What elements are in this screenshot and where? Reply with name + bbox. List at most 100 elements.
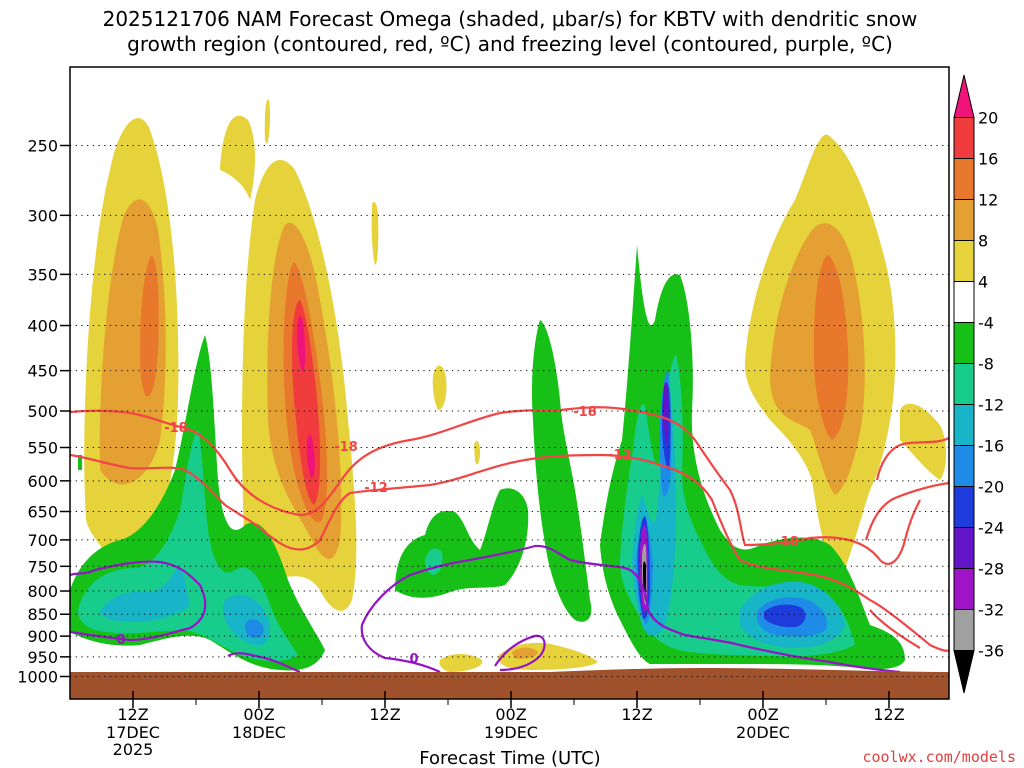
colorbar-swatch [953,527,975,569]
colorbar-label: -28 [978,560,1004,579]
y-tick-label: 1000 [17,668,58,687]
omega-band-neg12 [100,566,190,622]
colorbar-label: -24 [978,519,1004,538]
omega-band-4 [432,365,447,410]
colorbar-swatch [953,609,975,651]
y-tick-label: 500 [27,402,58,421]
red-contour-minus12 [864,481,949,541]
contour-label: -12 [608,448,632,463]
contour-label: -18 [164,421,188,436]
omega-negative-shading [70,245,905,671]
colorbar-top-arrow [953,74,975,118]
omega-band-4 [220,115,255,200]
colorbar-swatch [953,445,975,487]
red-contour-minus12 [70,453,949,652]
colorbar-label: -16 [978,437,1004,456]
x-tick-label: 00Z [747,705,778,724]
y-tick-label: 300 [27,206,58,225]
omega-band-8 [512,647,538,659]
chart-title-line-1: 2025121706 NAM Forecast Omega (shaded, μ… [103,7,918,31]
freezing-level-contours [70,544,901,674]
omega-band-neg4 [78,455,82,470]
omega-band-neg4 [531,320,592,622]
y-axis: 250 300 350 400 450 500 550 600 650 700 750 800 850 9… [17,137,70,687]
chart-title-line-2: growth region (contoured, red, ºC) and f… [127,32,893,56]
contour-label: -18 [573,405,597,420]
omega-band-12 [140,255,159,397]
contour-labels: -18 -18 -18 -18 -12 -12 0 0 [116,405,798,667]
omega-band-4 [371,202,379,265]
colorbar-swatch [953,568,975,610]
omega-band-4 [439,654,483,672]
x-tick-label: 00Z [243,705,274,724]
colorbar-label: -4 [978,314,994,333]
x-tick-label: 12Z [621,705,652,724]
omega-band-neg24 [663,381,669,445]
contour-label: -12 [364,481,388,496]
y-tick-label: 650 [27,502,58,521]
y-tick-label: 450 [27,362,58,381]
watermark: coolwx.com/models [862,748,1016,766]
colorbar-swatch [953,404,975,446]
plot-area [70,99,949,699]
omega-band-20 [297,316,306,372]
colorbar-label: -36 [978,642,1004,661]
colorbar-swatch [953,486,975,528]
colorbar-swatch [953,117,975,159]
x-tick-sublabel: 2025 [113,740,154,759]
red-contour-minus18 [70,406,921,565]
colorbar-label: -8 [978,355,994,374]
omega-band-4 [264,99,271,145]
red-contour-minus18 [875,436,949,481]
x-tick-sublabel: 17DEC [106,723,160,742]
colorbar-swatch [953,363,975,405]
y-tick-label: 750 [27,557,58,576]
x-tick-sublabel: 19DEC [484,723,538,742]
colorbar-label: 8 [978,232,988,251]
y-tick-label: 600 [27,472,58,491]
y-tick-label: 400 [27,317,58,336]
colorbar-swatch [953,158,975,200]
omega-band-neg4 [395,488,529,598]
y-tick-label: 250 [27,137,58,156]
purple-contour-0 [70,560,207,642]
plot-frame [69,66,950,700]
x-tick-label: 12Z [117,705,148,724]
y-tick-label: 850 [27,605,58,624]
pressure-gridlines [70,145,949,677]
x-tick-sublabel: 20DEC [736,723,790,742]
y-tick-label: 550 [27,439,58,458]
contour-label: -18 [334,440,358,455]
omega-band-4 [474,440,480,465]
omega-band-20 [306,434,315,479]
purple-contour-0 [360,544,901,674]
x-tick-label: 12Z [369,705,400,724]
x-tick-sublabel: 18DEC [232,723,286,742]
colorbar-swatch [953,322,975,364]
y-tick-label: 900 [27,627,58,646]
colorbar-label: 16 [978,150,998,169]
omega-band-neg20 [764,604,806,628]
omega-band-12 [814,255,849,440]
colorbar-label: -12 [978,396,1004,415]
terrain-top-edge [70,668,949,690]
contour-label: -18 [775,535,799,550]
y-tick-label: 700 [27,531,58,550]
purple-contour-0 [227,652,301,674]
colorbar-swatch [953,199,975,241]
y-tick-label: 950 [27,648,58,667]
x-tick-label: 00Z [495,705,526,724]
x-axis-title: Forecast Time (UTC) [419,748,600,768]
colorbar-label: -32 [978,601,1004,620]
x-tick-label: 12Z [873,705,904,724]
colorbar-label: -20 [978,478,1004,497]
colorbar-swatch [953,281,975,323]
omega-band-neg8 [620,355,855,657]
colorbar-swatch [953,240,975,282]
y-tick-label: 350 [27,265,58,284]
colorbar-bottom-arrow [953,650,975,694]
dendritic-growth-contours [70,406,949,652]
red-contour-minus12 [869,609,921,649]
